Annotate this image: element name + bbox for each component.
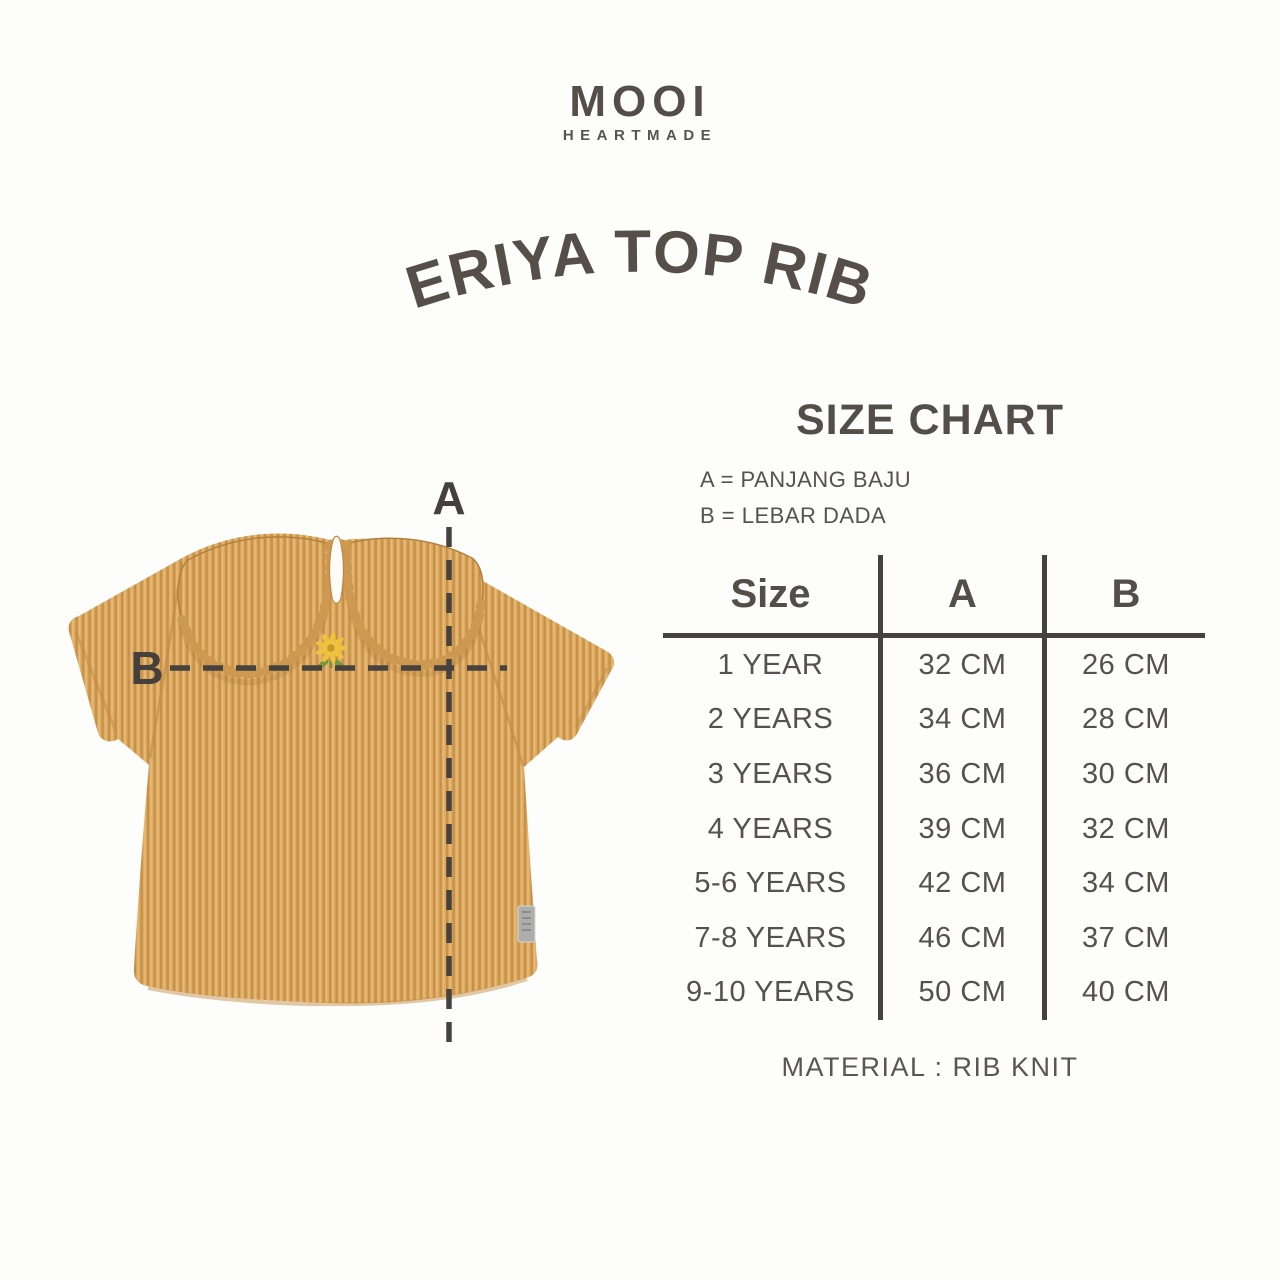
measurement-legend: A = PANJANG BAJU B = LEBAR DADA xyxy=(700,462,911,534)
shirt-illustration xyxy=(68,533,615,1007)
keyhole-opening xyxy=(328,535,345,604)
legend-line-b: B = LEBAR DADA xyxy=(700,503,887,528)
size-cell: 1 YEAR xyxy=(717,648,824,681)
measure-b-cell: 34 CM xyxy=(1042,856,1205,911)
measure-b-cell: 30 CM xyxy=(1042,747,1205,802)
size-cell: 2 YEARS xyxy=(707,703,834,736)
right-cuff-edge xyxy=(574,667,609,729)
flower-petals xyxy=(315,632,347,664)
measure-b-cell: 40 CM xyxy=(1042,965,1205,1021)
hem-shading xyxy=(147,977,528,1007)
measure-b-cell: 32 CM xyxy=(1042,801,1205,857)
ruffle-trim-right xyxy=(341,541,486,670)
sunflower-embroidery xyxy=(315,632,347,669)
measure-label-a: A xyxy=(432,472,465,524)
brand-logo: MOOI HEARTMADE xyxy=(0,77,1280,145)
side-tag xyxy=(517,905,536,943)
measure-a-cell: 42 CM xyxy=(878,856,1042,911)
ruffle-trim-left xyxy=(176,541,336,679)
brand-name: MOOI xyxy=(569,77,711,126)
material-note: MATERIAL : RIB KNIT xyxy=(781,1052,1079,1082)
brand-tagline: HEARTMADE xyxy=(562,127,718,144)
tag-text-lines xyxy=(522,911,531,931)
size-chart-heading: SIZE CHART xyxy=(796,396,1064,444)
measure-a-cell: 32 CM xyxy=(878,638,1042,693)
garment-diagram: A B xyxy=(68,472,615,1045)
column-header-a: A xyxy=(878,555,1042,638)
column-header-size: Size xyxy=(663,555,878,638)
product-title-arc: ERIYA TOP RIB xyxy=(398,218,881,322)
measure-a-cell: 46 CM xyxy=(878,910,1042,966)
flower-center xyxy=(327,644,335,652)
size-cell: 3 YEARS xyxy=(707,757,834,790)
measure-b-cell: 28 CM xyxy=(1042,692,1205,748)
column-header-b: B xyxy=(1042,555,1205,638)
size-cell: 7-8 YEARS xyxy=(694,921,847,954)
size-cell: 9-10 YEARS xyxy=(686,976,855,1009)
measure-b-cell: 37 CM xyxy=(1042,910,1205,966)
measure-a-cell: 34 CM xyxy=(878,692,1042,748)
measure-label-b: B xyxy=(130,642,163,694)
product-title: ERIYA TOP RIB xyxy=(398,218,881,322)
measure-a-cell: 36 CM xyxy=(878,747,1042,802)
size-table: Size A B 1 YEAR 32 CM 26 CM 2 YEARS 34 C… xyxy=(663,555,1205,1021)
size-cell: 4 YEARS xyxy=(707,812,834,845)
measure-a-cell: 39 CM xyxy=(878,801,1042,857)
measurement-lines: A B xyxy=(130,472,507,1045)
measure-b-cell: 26 CM xyxy=(1042,638,1205,693)
measure-a-cell: 50 CM xyxy=(878,965,1042,1021)
legend-line-a: A = PANJANG BAJU xyxy=(700,467,912,492)
left-cuff-edge xyxy=(74,631,118,733)
size-cell: 5-6 YEARS xyxy=(694,867,847,900)
